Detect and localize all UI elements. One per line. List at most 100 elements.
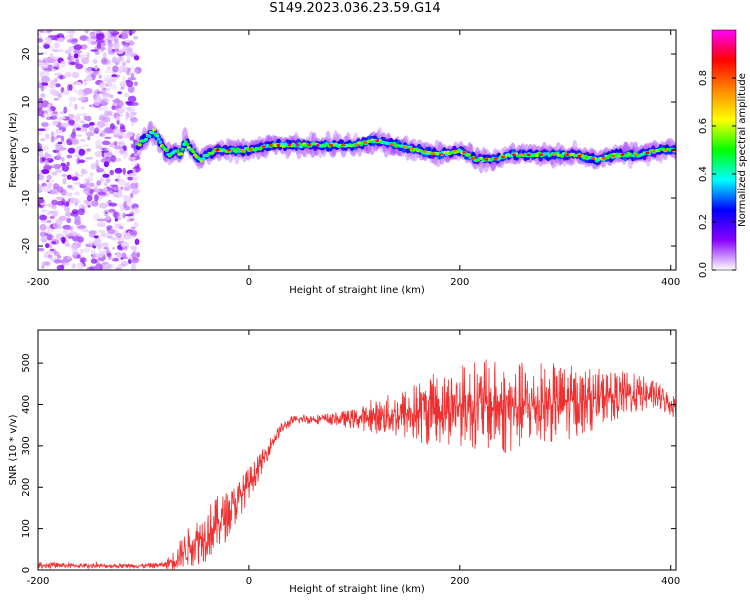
noise-cell bbox=[52, 120, 59, 125]
noise-cell bbox=[128, 156, 137, 160]
ridge-peak-cell bbox=[501, 155, 506, 159]
noise-cell bbox=[132, 256, 138, 262]
snr-y-tick: 400 bbox=[21, 395, 676, 414]
ridge-core-cell bbox=[281, 144, 286, 148]
noise-cell bbox=[130, 234, 136, 240]
noise-cell bbox=[38, 46, 45, 49]
noise-cell bbox=[129, 192, 134, 199]
ridge-peak-cell bbox=[520, 153, 524, 156]
noise-cell bbox=[79, 248, 84, 255]
noise-cell bbox=[66, 174, 72, 180]
noise-cell bbox=[107, 256, 112, 260]
noise-cell bbox=[44, 159, 49, 167]
noise-cell bbox=[119, 123, 124, 126]
noise-cell bbox=[68, 235, 75, 239]
ridge-peak-cell bbox=[226, 148, 231, 152]
noise-cell bbox=[48, 182, 53, 188]
ridge-peak-cell bbox=[315, 144, 320, 147]
ridge-core-cell bbox=[164, 149, 169, 153]
noise-cell bbox=[118, 226, 124, 230]
spectrogram-y-tick: 20 bbox=[21, 48, 676, 60]
noise-cell bbox=[109, 36, 116, 41]
noise-cell bbox=[79, 125, 85, 133]
noise-cell bbox=[73, 181, 82, 185]
noise-cell bbox=[85, 243, 93, 247]
noise-cell bbox=[56, 49, 64, 52]
noise-cell bbox=[68, 96, 78, 102]
noise-cell bbox=[121, 133, 131, 139]
noise-cell bbox=[47, 254, 53, 259]
noise-cell bbox=[104, 111, 112, 117]
noise-cell bbox=[91, 249, 96, 255]
noise-cell bbox=[89, 172, 94, 176]
ridge-peak-cell bbox=[354, 143, 359, 146]
colorbar-gradient bbox=[711, 29, 737, 271]
noise-cell bbox=[53, 41, 60, 49]
noise-cell bbox=[107, 79, 117, 83]
noise-cell bbox=[52, 67, 56, 73]
noise-cell bbox=[124, 92, 130, 98]
noise-cell bbox=[46, 233, 54, 241]
noise-cell bbox=[71, 251, 80, 256]
noise-cell bbox=[130, 72, 135, 79]
ridge-peak-cell bbox=[645, 151, 650, 155]
noise-cell bbox=[44, 261, 51, 267]
noise-cell bbox=[108, 59, 114, 66]
noise-cell bbox=[94, 64, 99, 71]
noise-cell bbox=[134, 66, 142, 74]
noise-cell bbox=[63, 205, 71, 213]
noise-cell bbox=[49, 215, 55, 220]
ridge-peak-cell bbox=[389, 142, 394, 146]
snr-x-tick: 200 bbox=[450, 330, 469, 587]
noise-cell bbox=[101, 59, 110, 66]
noise-cell bbox=[38, 97, 43, 102]
noise-cell bbox=[102, 95, 107, 99]
noise-cell bbox=[121, 41, 127, 45]
noise-cell bbox=[53, 248, 57, 255]
noise-cell bbox=[115, 157, 122, 163]
ridge-peak-cell bbox=[261, 145, 266, 148]
snr-x-tick: 0 bbox=[246, 330, 252, 587]
noise-cell bbox=[110, 156, 115, 163]
noise-cell bbox=[94, 185, 98, 191]
noise-cell bbox=[46, 37, 52, 45]
noise-cell bbox=[65, 256, 69, 260]
svg-text:-200: -200 bbox=[27, 277, 50, 288]
ridge-peak-cell bbox=[295, 144, 300, 147]
noise-cell bbox=[50, 113, 59, 117]
noise-cell bbox=[55, 200, 65, 206]
noise-cell bbox=[131, 101, 139, 107]
noise-cell bbox=[77, 225, 87, 229]
noise-cell bbox=[67, 84, 71, 92]
noise-cell bbox=[71, 71, 80, 79]
noise-cell bbox=[64, 227, 72, 230]
noise-cell bbox=[102, 170, 106, 175]
ridge-peak-cell bbox=[591, 157, 596, 160]
noise-cell bbox=[57, 147, 67, 151]
noise-cell bbox=[108, 51, 115, 55]
noise-cell bbox=[105, 39, 109, 46]
noise-cell bbox=[93, 127, 101, 132]
noise-cell bbox=[120, 139, 124, 147]
noise-cell bbox=[133, 221, 139, 228]
noise-cell bbox=[94, 150, 103, 158]
noise-cell bbox=[112, 211, 120, 218]
ridge-peak-cell bbox=[601, 156, 606, 160]
noise-cell bbox=[84, 30, 89, 34]
ridge-peak-cell bbox=[423, 150, 428, 153]
noise-cell bbox=[75, 63, 84, 70]
noise-cell bbox=[57, 186, 64, 193]
noise-cell bbox=[80, 168, 86, 175]
noise-cell bbox=[108, 202, 118, 207]
noise-cell bbox=[66, 217, 72, 224]
noise-cell bbox=[125, 214, 133, 217]
noise-cell bbox=[97, 191, 107, 196]
ridge-peak-cell bbox=[651, 150, 656, 153]
snr-panel: -200 0 200 400 0 100 200 300 400 500 Height of s… bbox=[8, 329, 680, 595]
noise-cell bbox=[55, 169, 63, 173]
noise-cell bbox=[119, 206, 126, 212]
ridge-peak-cell bbox=[577, 154, 582, 157]
svg-text:0.2: 0.2 bbox=[698, 214, 709, 230]
noise-cell bbox=[112, 193, 119, 198]
noise-cell bbox=[80, 44, 88, 50]
